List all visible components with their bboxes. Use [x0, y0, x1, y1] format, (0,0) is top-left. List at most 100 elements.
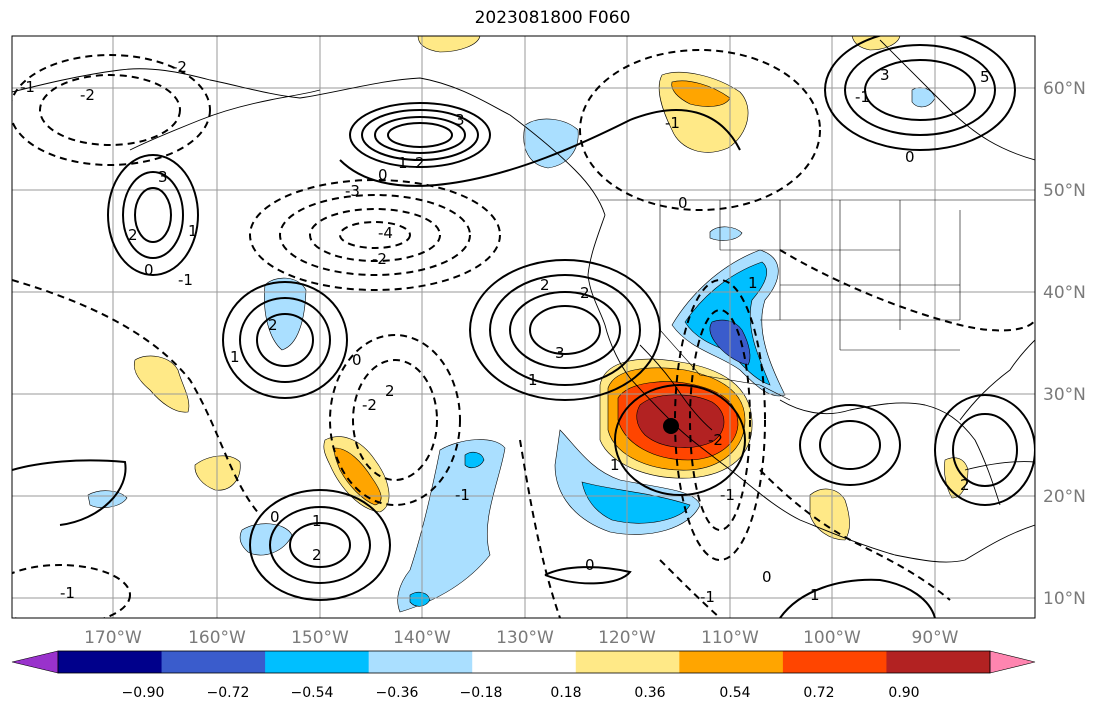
colorbar-tick-labels: −0.90 −0.72 −0.54 −0.36 −0.18 0.18 0.36 … — [122, 685, 920, 701]
y-tick-label: 20°N — [1043, 487, 1086, 507]
x-tick-label: 140°W — [393, 628, 451, 648]
contour-label: -1 — [665, 114, 680, 132]
x-tick-label: 110°W — [701, 628, 759, 648]
colorbar-tick-label: −0.54 — [291, 685, 334, 701]
y-tick-label: 10°N — [1043, 589, 1086, 609]
y-tick-label: 60°N — [1043, 79, 1086, 99]
colorbar-tick-label: −0.36 — [376, 685, 419, 701]
contour-label: 3 — [555, 344, 565, 362]
map-panel: -2 -1 -3 -4 -2 0 1 2 3 1 2 3 -1 -2 0 1 2… — [12, 36, 1035, 618]
colorbar-segment — [886, 651, 991, 673]
longitude-labels: 170°W 160°W 150°W 140°W 130°W 120°W 110°… — [84, 628, 959, 648]
contour-label: 0 — [762, 568, 772, 586]
contour-label: -2 — [372, 250, 387, 268]
colorbar-extend-high — [989, 650, 1036, 674]
colorbar-tick-label: 0.90 — [888, 685, 919, 701]
contour-labels: -2 -1 -3 -4 -2 0 1 2 3 1 2 3 -1 -2 0 1 2… — [20, 58, 990, 606]
y-tick-label: 50°N — [1043, 181, 1086, 201]
x-tick-label: 90°W — [912, 628, 959, 648]
contour-label: 1 — [528, 371, 538, 389]
cold-anomaly-cyan — [709, 226, 743, 241]
contour-label: 3 — [880, 66, 890, 84]
cold-anomaly-pacific-core — [409, 451, 485, 607]
contour-label: 2 — [385, 382, 395, 400]
contour-label: -3 — [345, 182, 360, 200]
contour-label: 1 — [748, 274, 758, 292]
x-tick-label: 100°W — [803, 628, 861, 648]
y-tick-label: 40°N — [1043, 283, 1086, 303]
warm-anomaly-top — [417, 36, 481, 53]
solid-contours — [12, 36, 1035, 618]
x-tick-label: 120°W — [598, 628, 656, 648]
warm-anomaly-pacific2 — [133, 355, 190, 413]
colorbar-segment — [265, 651, 370, 673]
colorbar-tick-label: −0.90 — [122, 685, 165, 701]
colorbar-segment — [782, 651, 887, 673]
contour-label: 1 — [230, 348, 240, 366]
contour-label: 1 — [188, 222, 198, 240]
contour-label: 0 — [905, 148, 915, 166]
contour-label: 0 — [678, 194, 688, 212]
x-tick-label: 160°W — [188, 628, 246, 648]
colorbar-tick-label: −0.18 — [460, 685, 503, 701]
contour-label: -2 — [708, 431, 723, 449]
political-borders — [600, 199, 1035, 401]
colorbar-tick-label: 0.36 — [634, 685, 665, 701]
x-tick-label: 130°W — [496, 628, 554, 648]
colorbar-segment — [679, 651, 784, 673]
colorbar-segment — [368, 651, 473, 673]
contour-label: 0 — [270, 508, 280, 526]
colorbar-tick-label: −0.72 — [207, 685, 250, 701]
contour-label: 1 — [398, 154, 408, 172]
cold-anomaly-west2 — [239, 523, 293, 556]
colorbar-tick-label: 0.18 — [550, 685, 581, 701]
dashed-contours — [12, 49, 1035, 618]
cold-anomaly-alaska — [523, 118, 579, 169]
contour-label: -1 — [720, 486, 735, 504]
contour-label: 0 — [585, 556, 595, 574]
contour-label: -1 — [455, 486, 470, 504]
colorbar-tick-label: 0.54 — [719, 685, 750, 701]
contour-label: 0 — [144, 261, 154, 279]
warm-anomaly-gulf — [944, 457, 969, 499]
contour-label: 2 — [580, 284, 590, 302]
contour-label: -2 — [172, 58, 187, 76]
x-tick-label: 150°W — [291, 628, 349, 648]
contour-label: 3 — [158, 168, 168, 186]
contour-label: 3 — [455, 111, 465, 129]
contour-label: 0 — [352, 351, 362, 369]
contour-label: -1 — [700, 588, 715, 606]
colorbar-tick-label: 0.72 — [803, 685, 834, 701]
contour-label: 0 — [378, 166, 388, 184]
latitude-labels: 60°N 50°N 40°N 30°N 20°N 10°N — [1043, 79, 1086, 609]
contour-label: -1 — [20, 78, 35, 96]
warm-anomaly-mexico — [809, 488, 850, 541]
contour-label: -1 — [60, 584, 75, 602]
colorbar-segment — [472, 651, 577, 673]
warm-anomaly-top2 — [851, 36, 901, 51]
coastlines — [12, 39, 1035, 563]
map-title: 2023081800 F060 — [474, 8, 631, 28]
contour-label: 2 — [960, 476, 970, 494]
contour-label: -2 — [80, 86, 95, 104]
x-tick-label: 170°W — [84, 628, 142, 648]
contour-label: 1 — [610, 456, 620, 474]
contour-label: 1 — [312, 512, 322, 530]
colorbar-extend-low — [11, 650, 59, 674]
colorbar-segment — [575, 651, 680, 673]
cold-anomaly-west3 — [87, 490, 128, 508]
map-frame — [11, 35, 1036, 619]
colorbar-segment — [161, 651, 266, 673]
warm-anomaly-pacific1-core — [334, 447, 382, 506]
contour-label: -1 — [178, 271, 193, 289]
contour-label: -2 — [362, 396, 377, 414]
contour-label: -1 — [855, 88, 870, 106]
contour-label: 2 — [268, 316, 278, 334]
cold-anomaly-pacific — [397, 439, 506, 613]
colorbar-segment — [58, 651, 163, 673]
contour-label: 2 — [540, 276, 550, 294]
shaded-anomalies — [87, 36, 969, 613]
contour-label: 2 — [312, 546, 322, 564]
contour-label: 1 — [810, 586, 820, 604]
contour-label: 2 — [415, 154, 425, 172]
